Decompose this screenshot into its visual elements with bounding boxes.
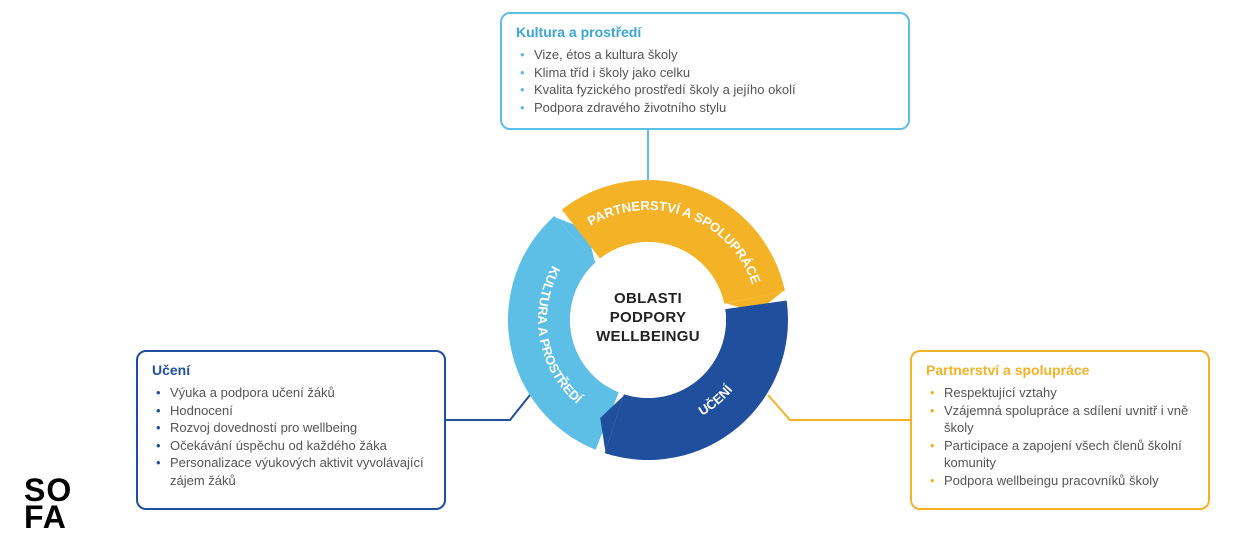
logo-line2: FA [24,504,72,531]
box-kultura-items: Vize, étos a kultura školyKlima tříd i š… [516,46,894,116]
list-item: Podpora wellbeingu pracovníků školy [944,472,1194,490]
list-item: Vzájemná spolupráce a sdílení uvnitř i v… [944,402,1194,437]
list-item: Kvalita fyzického prostředí školy a její… [534,81,894,99]
box-kultura-title: Kultura a prostředí [516,24,894,40]
list-item: Výuka a podpora učení žáků [170,384,430,402]
box-partnerstvi-items: Respektující vztahyVzájemná spolupráce a… [926,384,1194,489]
box-uceni: Učení Výuka a podpora učení žákůHodnocen… [136,350,446,510]
list-item: Vize, étos a kultura školy [534,46,894,64]
list-item: Klima tříd i školy jako celku [534,64,894,82]
box-partnerstvi-title: Partnerství a spolupráce [926,362,1194,378]
box-uceni-title: Učení [152,362,430,378]
sofa-logo: SO FA [24,477,72,531]
list-item: Očekávání úspěchu od každého žáka [170,437,430,455]
list-item: Podpora zdravého životního stylu [534,99,894,117]
list-item: Hodnocení [170,402,430,420]
box-uceni-items: Výuka a podpora učení žákůHodnoceníRozvo… [152,384,430,489]
box-kultura: Kultura a prostředí Vize, étos a kultura… [500,12,910,130]
list-item: Personalizace výukových aktivit vyvoláva… [170,454,430,489]
list-item: Respektující vztahy [944,384,1194,402]
donut-center-title: OBLASTIPODPORYWELLBEINGU [568,290,728,346]
list-item: Participace a zapojení všech členů školn… [944,437,1194,472]
box-partnerstvi: Partnerství a spolupráce Respektující vz… [910,350,1210,510]
list-item: Rozvoj dovedností pro wellbeing [170,419,430,437]
diagram-stage: KULTURA A PROSTŘEDÍPARTNERSTVÍ A SPOLUPR… [0,0,1256,555]
